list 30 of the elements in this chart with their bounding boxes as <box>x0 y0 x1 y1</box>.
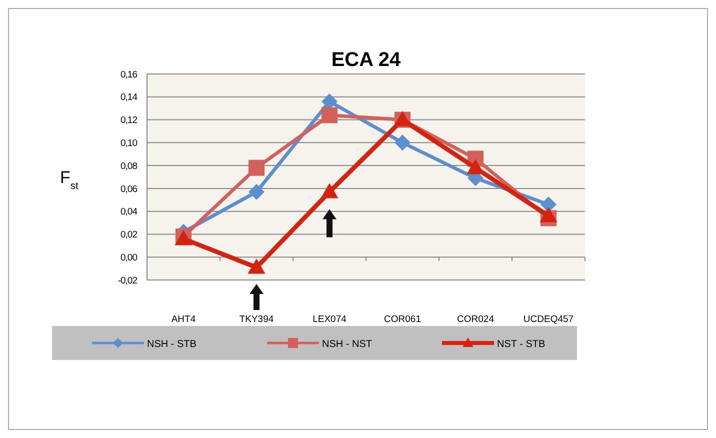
legend-label: NSH - NST <box>322 339 372 350</box>
y-tick-label: 0,14 <box>120 92 138 104</box>
y-tick-label: 0,06 <box>120 184 138 195</box>
y-tick-label: 0,04 <box>120 206 138 218</box>
y-axis-title: F$_{st}$ <box>60 168 78 192</box>
x-tick-label: LEX074 <box>312 314 346 325</box>
y-tick-label: 0,10 <box>120 138 138 149</box>
point <box>540 196 556 212</box>
y-tick-label: 0,16 <box>120 69 138 80</box>
y-tick-label: -0,02 <box>118 275 138 286</box>
y-tick-label: 0,00 <box>120 252 138 264</box>
x-tick-label: COR024 <box>457 314 494 325</box>
point <box>320 183 338 198</box>
point <box>322 93 338 110</box>
point <box>248 160 264 176</box>
legend-label: NST - STB <box>497 339 546 350</box>
point <box>540 207 558 222</box>
legend-label: NSH - STB <box>147 339 197 350</box>
point <box>248 258 266 274</box>
point <box>322 107 338 124</box>
x-tick-label: UCDEQ457 <box>523 314 574 325</box>
x-tick-label: TKY394 <box>239 314 274 325</box>
point <box>248 184 264 200</box>
chart-title: ECA 24 <box>331 49 402 71</box>
x-tick-label: AHT4 <box>171 314 196 325</box>
y-tick-label: 0,08 <box>120 160 138 172</box>
point <box>394 134 410 151</box>
y-tick-label: 0,12 <box>120 115 138 126</box>
y-tick-label: 0,02 <box>120 230 138 241</box>
x-tick-label: COR061 <box>384 314 421 325</box>
